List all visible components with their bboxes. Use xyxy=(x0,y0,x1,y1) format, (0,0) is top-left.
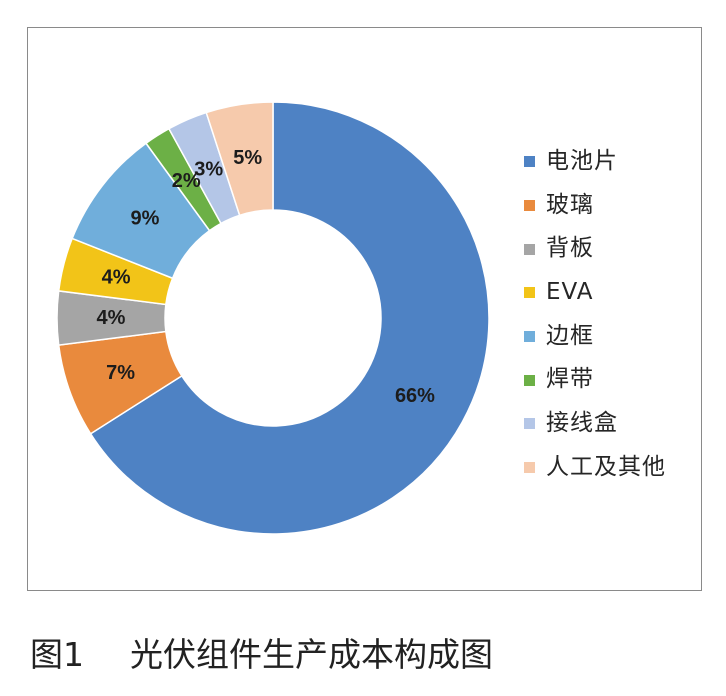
figure-caption: 图1 光伏组件生产成本构成图 xyxy=(30,634,493,676)
legend-marker xyxy=(524,243,535,255)
legend-marker xyxy=(524,374,535,386)
legend-item-junction-box: 接线盒 xyxy=(524,402,666,446)
legend-item-ribbon: 焊带 xyxy=(524,358,666,402)
data-label-2: 7% xyxy=(106,362,135,384)
data-label-1: 66% xyxy=(395,385,435,407)
legend-item-eva: EVA xyxy=(524,271,666,315)
figure-title: 光伏组件生产成本构成图 xyxy=(130,635,493,674)
legend: 电池片 玻璃 背板 EVA 边框 焊带 接线盒 人工及其他 xyxy=(524,140,666,490)
legend-marker xyxy=(524,200,535,212)
legend-label: 接线盒 xyxy=(546,410,618,437)
legend-marker xyxy=(524,418,535,430)
data-label-7: 3% xyxy=(194,158,223,180)
legend-marker xyxy=(524,287,535,299)
donut-slice-1 xyxy=(89,101,490,535)
data-label-4: 4% xyxy=(102,267,131,289)
donut-slice-8 xyxy=(205,101,274,217)
data-label-5: 9% xyxy=(131,208,160,230)
data-labels: 66% 7% 4% 4% 9% 2%3% 5% xyxy=(97,147,436,407)
legend-item-frame: 边框 xyxy=(524,315,666,359)
figure-number: 图1 xyxy=(30,635,84,674)
legend-marker xyxy=(524,331,535,343)
data-label-3: 4% xyxy=(97,307,126,329)
legend-item-labor-and-other: 人工及其他 xyxy=(524,446,666,490)
legend-label: 焊带 xyxy=(546,366,594,393)
legend-label: EVA xyxy=(546,279,594,306)
donut-chart: 66% 7% 4% 4% 9% 2%3% 5% xyxy=(56,101,490,535)
legend-marker xyxy=(524,156,535,168)
legend-marker xyxy=(524,462,535,474)
legend-item-backsheet: 背板 xyxy=(524,227,666,271)
legend-item-cells: 电池片 xyxy=(524,140,666,184)
donut-slices xyxy=(56,101,490,535)
legend-label: 背板 xyxy=(546,235,594,262)
data-label-6: 2% xyxy=(172,170,201,192)
legend-label: 边框 xyxy=(546,322,594,349)
chart-area: 66% 7% 4% 4% 9% 2% 3% 5% 电池片 玻璃 背板 EVA 边框 焊带 接线 xyxy=(27,27,702,591)
data-label-8: 5% xyxy=(233,147,262,169)
legend-label: 玻璃 xyxy=(546,191,594,218)
legend-item-glass: 玻璃 xyxy=(524,184,666,228)
legend-label: 人工及其他 xyxy=(546,453,666,480)
legend-label: 电池片 xyxy=(546,148,618,174)
